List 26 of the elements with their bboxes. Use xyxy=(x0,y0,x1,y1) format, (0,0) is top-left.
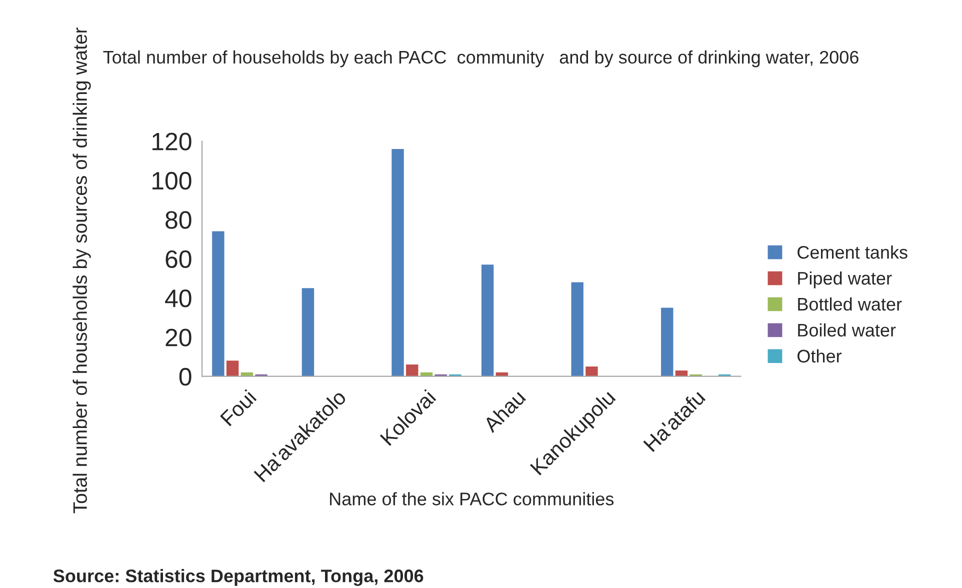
bar xyxy=(212,231,224,376)
x-axis-title: Name of the six PACC communities xyxy=(330,492,614,506)
legend-label: Boiled water xyxy=(798,323,896,337)
chart-title: Total number of households by each PACC community and by source of drinking water, 2006 xyxy=(103,50,858,68)
legend-label: Piped water xyxy=(798,271,892,288)
y-tick-label: 80 xyxy=(166,211,192,229)
y-tick-label: 100 xyxy=(152,172,192,190)
y-tick-label: 60 xyxy=(166,250,192,268)
legend-label: Bottled water xyxy=(798,297,902,311)
legend-label: Other xyxy=(798,349,842,363)
y-tick-label: 20 xyxy=(166,328,192,346)
y-tick-label: 40 xyxy=(165,290,192,308)
bar xyxy=(661,308,674,376)
y-tick-label: 120 xyxy=(152,132,192,150)
bar xyxy=(481,264,494,376)
bar xyxy=(302,288,314,376)
legend-label: Cement tanks xyxy=(798,245,908,259)
bar xyxy=(571,282,584,376)
source-note: Source: Statistics Department, Tonga, 2006 xyxy=(53,569,424,586)
bar xyxy=(675,370,688,376)
bar xyxy=(406,364,418,376)
bar xyxy=(392,148,404,376)
y-tick-label: 0 xyxy=(179,368,192,386)
bar xyxy=(586,366,598,376)
y-axis-title: Total number of households by sources of drinking water xyxy=(72,28,91,514)
bar xyxy=(226,360,239,376)
